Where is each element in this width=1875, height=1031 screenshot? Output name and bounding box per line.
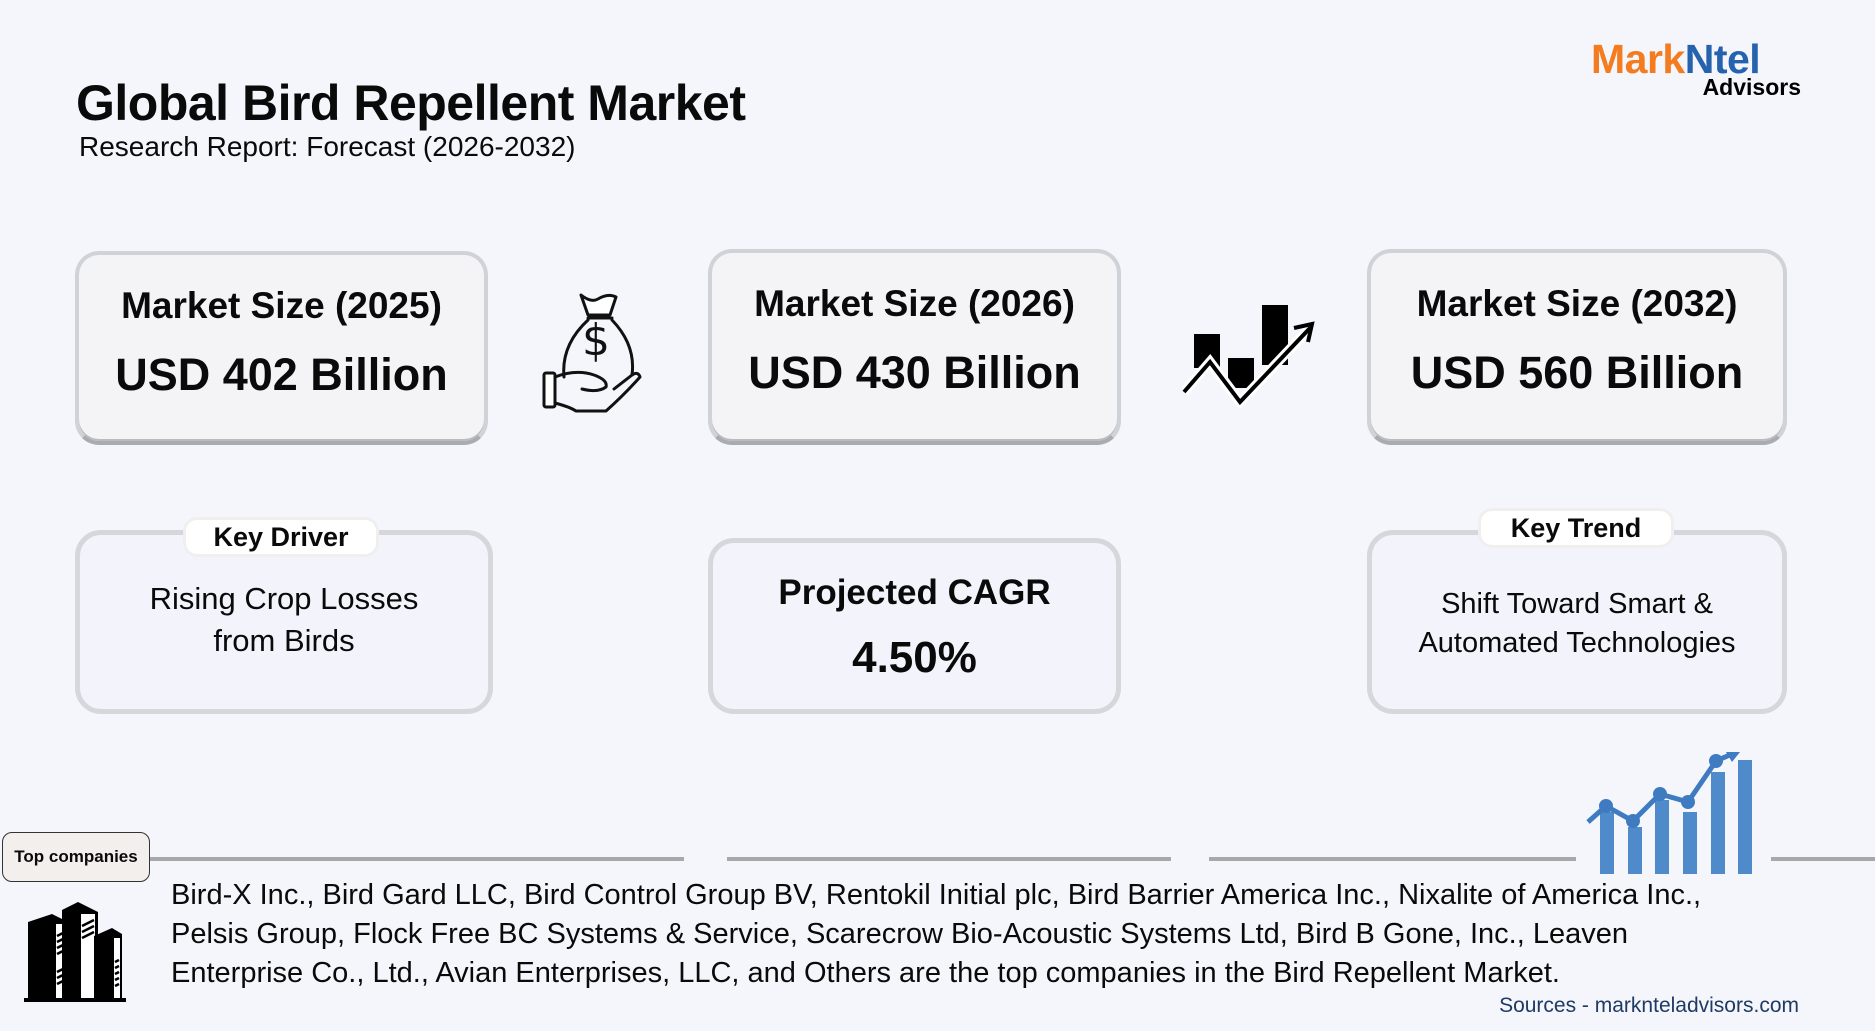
cagr-label: Projected CAGR	[778, 573, 1051, 612]
divider-line	[1771, 857, 1875, 861]
market-size-2025-card: Market Size (2025) USD 402 Billion	[75, 251, 488, 445]
key-trend-label: Key Trend	[1478, 508, 1674, 548]
key-driver-card: Rising Crop Losses from Birds	[75, 530, 493, 714]
market-size-2026-card: Market Size (2026) USD 430 Billion	[708, 249, 1121, 445]
page-title: Global Bird Repellent Market	[76, 75, 746, 131]
key-driver-text-line2: from Birds	[213, 623, 355, 658]
market-size-2032-card: Market Size (2032) USD 560 Billion	[1367, 249, 1787, 445]
logo-mark-orange: Mark	[1591, 36, 1685, 82]
divider-line	[727, 857, 1171, 861]
cagr-value: 4.50%	[852, 633, 977, 682]
market-size-label: Market Size (2025)	[121, 285, 442, 326]
buildings-icon	[18, 902, 130, 1004]
logo-advisors: Advisors	[1702, 74, 1801, 100]
money-bag-hand-icon: $	[536, 285, 658, 413]
market-size-value: USD 560 Billion	[1410, 347, 1744, 398]
top-companies-text: Bird-X Inc., Bird Gard LLC, Bird Control…	[171, 876, 1851, 993]
page-subtitle: Research Report: Forecast (2026-2032)	[79, 131, 576, 162]
key-trend-text-line1: Shift Toward Smart &	[1441, 588, 1713, 620]
companies-line: Bird-X Inc., Bird Gard LLC, Bird Control…	[171, 879, 1702, 911]
companies-line: Enterprise Co., Ltd., Avian Enterprises,…	[171, 957, 1560, 989]
divider-line	[1209, 857, 1576, 861]
bar-line-chart-icon	[1586, 751, 1758, 874]
growth-chart-arrow-icon	[1180, 300, 1322, 410]
market-size-value: USD 430 Billion	[748, 347, 1081, 398]
key-trend-text-line2: Automated Technologies	[1418, 627, 1736, 659]
key-driver-text-line1: Rising Crop Losses	[149, 581, 419, 616]
sources-link[interactable]: Sources - marknteladvisors.com	[1499, 994, 1799, 1017]
logo-mark-blue: Ntel	[1684, 36, 1761, 82]
market-size-label: Market Size (2032)	[1416, 283, 1738, 324]
divider-line	[150, 857, 684, 861]
top-companies-label: Top companies	[2, 832, 150, 882]
key-driver-label: Key Driver	[183, 517, 379, 557]
market-size-value: USD 402 Billion	[115, 349, 448, 400]
key-trend-card: Shift Toward Smart & Automated Technolog…	[1367, 530, 1787, 714]
market-size-label: Market Size (2026)	[754, 283, 1075, 324]
svg-text:$: $	[582, 315, 610, 366]
companies-line: Pelsis Group, Flock Free BC Systems & Se…	[171, 918, 1628, 950]
marknteladvisors-logo: MarkNtel Advisors	[1591, 36, 1801, 100]
cagr-card: Projected CAGR 4.50%	[708, 538, 1121, 714]
